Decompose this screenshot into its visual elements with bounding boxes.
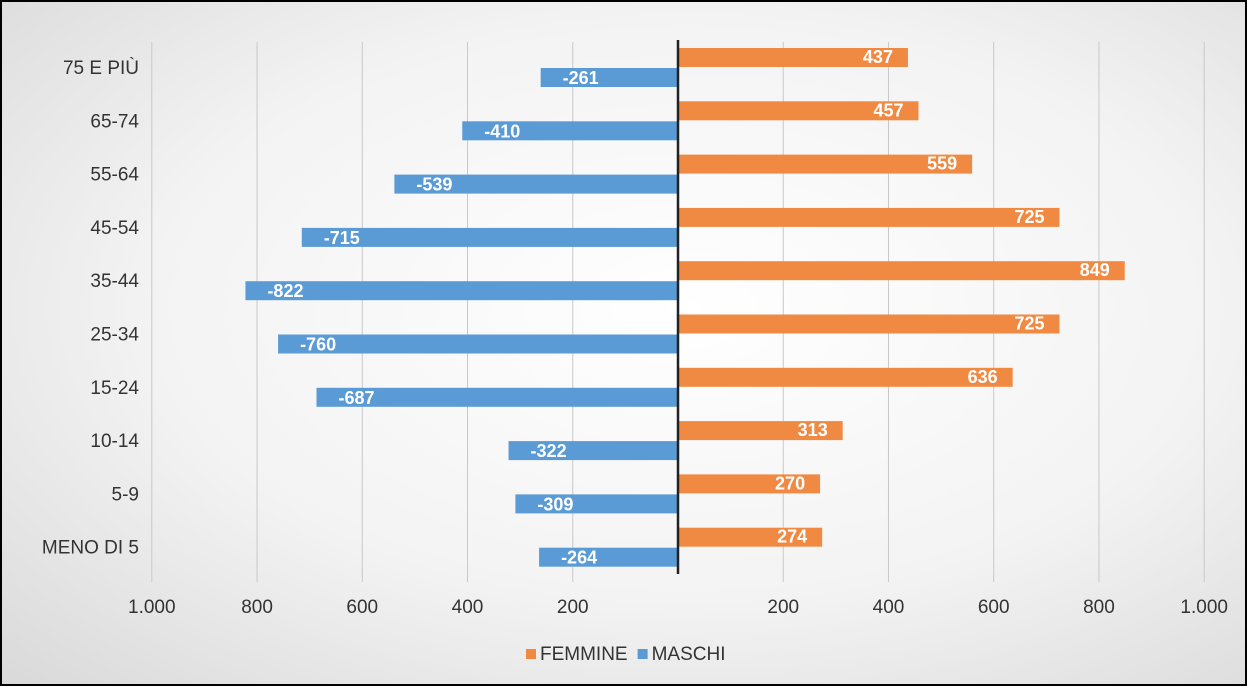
bar-maschi-meno-di-5 [539, 547, 678, 567]
bar-maschi-15-24 [316, 387, 678, 407]
legend-swatch-femmine [526, 649, 536, 659]
data-label-maschi-25-34: -760 [300, 335, 336, 355]
x-tick-label-0: 1.000 [128, 597, 176, 618]
x-tick-label-7: 600 [978, 597, 1010, 618]
category-label-35-44: 35-44 [90, 271, 139, 292]
bar-femmine-meno-di-5 [678, 527, 823, 547]
data-label-maschi-15-24: -687 [338, 388, 374, 408]
bar-femmine-35-44 [678, 261, 1125, 281]
x-tick-label-1: 800 [241, 597, 273, 618]
bar-femmine-5-9 [678, 474, 821, 494]
x-tick-label-5: 200 [767, 597, 799, 618]
bar-maschi-35-44 [245, 281, 678, 301]
category-label-10-14: 10-14 [90, 431, 139, 452]
data-label-maschi-45-54: -715 [324, 228, 360, 248]
data-label-femmine-25-34: 725 [1014, 314, 1044, 334]
x-tick-label-8: 800 [1083, 597, 1115, 618]
category-label-25-34: 25-34 [90, 325, 139, 346]
data-label-femmine-75-e-pi: 437 [863, 47, 893, 67]
legend: FEMMINE MASCHI [526, 644, 726, 665]
data-label-maschi-5-9: -309 [537, 494, 573, 514]
category-label-15-24: 15-24 [90, 378, 139, 399]
category-label-meno-di-5: MENO DI 5 [42, 538, 139, 559]
bar-maschi-25-34 [278, 334, 678, 354]
data-label-femmine-35-44: 849 [1080, 260, 1110, 280]
legend-label-femmine: FEMMINE [540, 644, 628, 665]
data-label-maschi-meno-di-5: -264 [561, 548, 597, 568]
category-label-55-64: 55-64 [90, 165, 139, 186]
bars [245, 48, 1125, 567]
data-label-maschi-75-e-pi: -261 [563, 68, 599, 88]
data-label-maschi-35-44: -822 [267, 281, 303, 301]
bar-femmine-25-34 [678, 314, 1060, 334]
data-label-femmine-10-14: 313 [798, 420, 828, 440]
data-label-femmine-15-24: 636 [968, 367, 998, 387]
bar-maschi-75-e-pi [540, 68, 678, 87]
bar-femmine-10-14 [678, 421, 843, 441]
bar-maschi-55-64 [394, 174, 678, 194]
bar-maschi-10-14 [508, 441, 678, 461]
data-label-femmine-65-74: 457 [873, 100, 903, 120]
data-label-femmine-55-64: 559 [927, 154, 957, 174]
data-label-femmine-5-9: 270 [775, 473, 805, 493]
x-tick-label-3: 400 [452, 597, 484, 618]
x-tick-label-2: 600 [346, 597, 378, 618]
data-label-femmine-45-54: 725 [1014, 207, 1044, 227]
bar-maschi-5-9 [515, 494, 678, 514]
category-label-5-9: 5-9 [112, 484, 139, 505]
category-label-45-54: 45-54 [90, 218, 139, 239]
x-tick-label-4: 200 [557, 597, 589, 618]
data-label-maschi-10-14: -322 [531, 441, 567, 461]
bar-femmine-55-64 [678, 154, 973, 174]
bar-femmine-45-54 [678, 207, 1060, 227]
category-label-65-74: 65-74 [90, 111, 139, 132]
bar-femmine-75-e-pi [678, 48, 908, 67]
data-label-maschi-55-64: -539 [416, 175, 452, 195]
data-label-maschi-65-74: -410 [484, 121, 520, 141]
x-tick-labels: 1.000 800 600 400 200 200 400 600 800 1.000 [128, 597, 1228, 618]
data-labels: 437 -261 457 -410 559 -539 725 -715 849 -822 725 -7… [267, 47, 1109, 568]
bar-maschi-65-74 [462, 121, 678, 141]
x-tick-label-6: 400 [873, 597, 905, 618]
legend-label-maschi: MASCHI [652, 644, 726, 665]
bar-maschi-45-54 [301, 227, 678, 247]
bar-femmine-15-24 [678, 367, 1013, 387]
category-label-75-e-pi: 75 E PIÙ [63, 57, 139, 79]
bar-femmine-65-74 [678, 101, 919, 121]
data-label-femmine-meno-di-5: 274 [777, 527, 807, 547]
x-tick-label-9: 1.000 [1180, 597, 1228, 618]
category-labels: 75 E PIÙ 65-74 55-64 45-54 35-44 25-34 15-24 10… [42, 57, 140, 559]
legend-swatch-maschi [637, 649, 648, 659]
